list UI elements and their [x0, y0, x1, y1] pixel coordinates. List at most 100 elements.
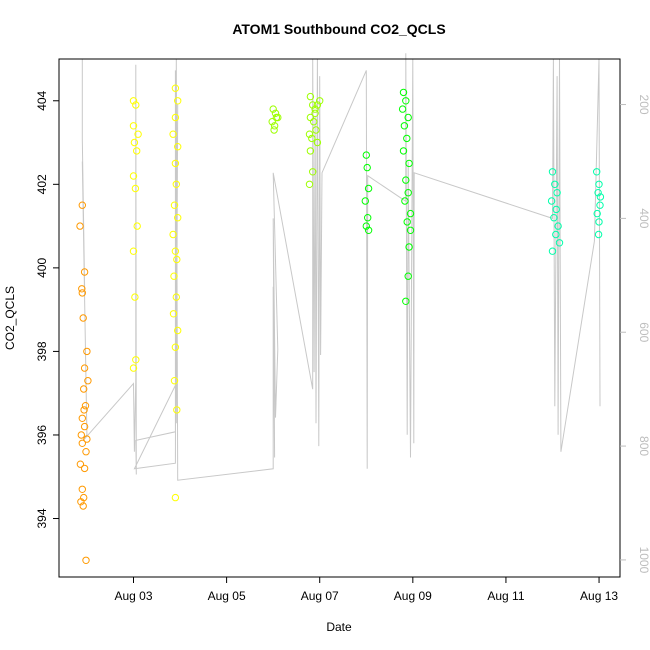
data-point [174, 326, 182, 335]
data-point [133, 222, 141, 230]
chart-title: ATOM1 Southbound CO2_QCLS [232, 21, 445, 37]
data-point [550, 214, 558, 222]
data-point [595, 180, 603, 189]
data-point [129, 122, 138, 130]
data-point [272, 113, 281, 122]
data-point [169, 130, 177, 138]
data-point [402, 176, 410, 184]
data-point [82, 448, 90, 456]
data-point [171, 247, 180, 255]
data-point [364, 184, 373, 193]
data-point [173, 406, 181, 414]
data-point [306, 92, 315, 101]
data-point [593, 168, 601, 176]
data-point [132, 356, 140, 364]
data-point [316, 97, 324, 105]
data-point [78, 485, 87, 493]
data-point [131, 293, 139, 301]
data-point [171, 159, 180, 168]
data-point [311, 105, 319, 113]
data-point [593, 209, 601, 218]
data-point [134, 130, 142, 138]
data-point [80, 364, 89, 372]
data-point [80, 422, 89, 431]
data-point [76, 460, 85, 468]
secondary-tick-label: 400 [637, 208, 650, 228]
y-tick-label: 402 [35, 174, 49, 194]
secondary-tick-label: 600 [637, 322, 650, 342]
data-point [131, 184, 140, 193]
data-point [399, 88, 408, 97]
data-point [82, 556, 90, 564]
data-point [80, 464, 89, 473]
secondary-tick-label: 1000 [637, 547, 650, 574]
data-point [173, 255, 181, 264]
data-point [548, 247, 557, 255]
data-point [133, 147, 141, 155]
data-point [404, 113, 412, 122]
data-point [554, 222, 562, 230]
data-point [78, 439, 87, 447]
data-point [310, 118, 318, 126]
data-point [555, 239, 564, 247]
data-point [270, 126, 278, 134]
data-point [362, 222, 370, 230]
data-point [403, 134, 411, 143]
data-point [595, 218, 603, 226]
y-tick-label: 400 [35, 258, 49, 278]
data-point [171, 113, 180, 122]
data-point [400, 122, 409, 130]
data-point [170, 201, 179, 209]
secondary-profile-layer [81, 53, 601, 481]
data-point [77, 498, 85, 506]
data-point [77, 431, 86, 439]
data-point [169, 230, 177, 239]
y-tick-label: 396 [35, 425, 49, 445]
secondary-y-axis: 200 400 600 800 1000 [620, 95, 650, 574]
data-point [172, 180, 181, 189]
data-point [271, 109, 280, 118]
y-axis: 394 396 398 400 402 404 [35, 90, 59, 529]
data-point [398, 105, 407, 113]
data-point [404, 189, 412, 197]
data-point [83, 435, 91, 443]
x-tick-label: Aug 03 [114, 589, 152, 603]
data-point [84, 377, 92, 385]
data-point [309, 168, 317, 176]
data-point [313, 138, 322, 147]
data-point [129, 364, 138, 372]
plot-frame [58, 58, 621, 578]
secondary-profile-line [81, 53, 601, 481]
data-point [129, 97, 138, 105]
data-point [399, 147, 408, 155]
x-tick-label: Aug 09 [394, 589, 432, 603]
data-point [76, 222, 84, 230]
data-point [171, 343, 180, 351]
data-point [312, 126, 320, 134]
data-point [551, 180, 559, 189]
data-point [170, 377, 179, 385]
data-point [305, 180, 314, 189]
data-point [309, 101, 317, 109]
y-tick-label: 404 [35, 90, 49, 110]
data-point [552, 205, 560, 214]
data-point [79, 314, 87, 322]
data-point [308, 134, 316, 143]
x-tick-label: Aug 11 [487, 589, 524, 603]
data-point [80, 406, 88, 414]
data-point [129, 172, 138, 180]
data-point [403, 218, 411, 226]
data-point [174, 97, 182, 105]
data-point [169, 310, 178, 318]
data-point [553, 189, 561, 197]
data-point [81, 402, 90, 410]
data-point [362, 151, 370, 159]
data-point [78, 201, 87, 209]
data-point [402, 97, 410, 105]
data-point [596, 193, 605, 201]
data-point [547, 197, 556, 205]
data-point [171, 84, 180, 92]
data-point [78, 289, 87, 297]
data-points-layer [76, 84, 605, 564]
